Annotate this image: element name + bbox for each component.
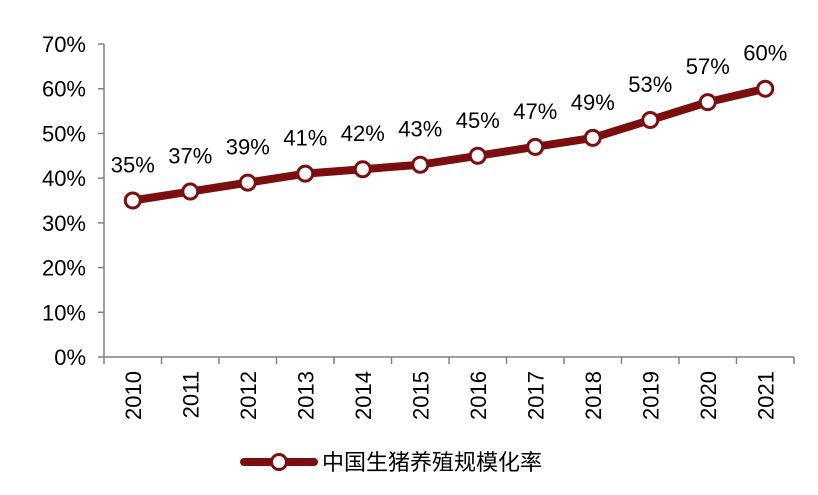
x-tick-label: 2017: [523, 371, 548, 420]
data-label: 57%: [686, 54, 730, 79]
y-tick-label: 20%: [42, 256, 86, 281]
series-layer: [123, 79, 775, 210]
data-label: 45%: [456, 108, 500, 133]
data-label: 60%: [743, 41, 787, 66]
y-tick-label: 30%: [42, 211, 86, 236]
data-point: [296, 164, 315, 183]
x-tick-label: 2015: [408, 371, 433, 420]
data-point: [756, 79, 775, 98]
x-tick-label: 2020: [696, 371, 721, 420]
data-label: 43%: [398, 117, 442, 142]
x-tick-label: 2019: [638, 371, 663, 420]
y-tick-label: 50%: [42, 121, 86, 146]
x-tick-label: 2012: [236, 371, 261, 420]
data-point: [411, 155, 430, 174]
data-point: [353, 160, 372, 179]
data-label: 49%: [571, 90, 615, 115]
data-label: 41%: [283, 126, 327, 151]
x-tick-label: 2018: [581, 371, 606, 420]
data-label: 47%: [513, 99, 557, 124]
x-tick-label: 2021: [753, 371, 778, 420]
legend: 中国生猪养殖规模化率: [240, 450, 542, 475]
data-label: 37%: [168, 144, 212, 169]
data-label: 39%: [226, 135, 270, 160]
data-point: [238, 173, 257, 192]
x-tick-label: 2013: [293, 371, 318, 420]
legend-label: 中国生猪养殖规模化率: [322, 450, 542, 475]
data-label: 42%: [341, 121, 385, 146]
data-point: [526, 137, 545, 156]
data-labels: 35% 37% 39% 41% 42% 43% 45% 47% 49% 53% 57% 60%: [111, 41, 788, 178]
x-tick-label: 2011: [178, 371, 203, 418]
y-tick-label: 0%: [54, 345, 86, 370]
y-tick-label: 10%: [42, 300, 86, 325]
x-tick-label: 2010: [121, 371, 146, 420]
y-tick-label: 70%: [42, 32, 86, 57]
data-label: 35%: [111, 153, 155, 178]
y-tick-label: 40%: [42, 166, 86, 191]
data-point: [583, 128, 602, 147]
data-point: [123, 191, 142, 210]
data-label: 53%: [628, 72, 672, 97]
x-tick-label: 2014: [351, 371, 376, 420]
axes: 0% 10% 20% 30% 40% 50% 60% 70% 2010 2011 2012 2013 2…: [42, 32, 795, 420]
x-tick-label: 2016: [466, 371, 491, 420]
data-point: [468, 146, 487, 165]
data-point: [641, 111, 660, 130]
y-tick-label: 60%: [42, 77, 86, 102]
data-point: [181, 182, 200, 201]
legend-marker: [270, 453, 288, 471]
series-line: [128, 84, 770, 205]
data-point: [698, 93, 717, 112]
